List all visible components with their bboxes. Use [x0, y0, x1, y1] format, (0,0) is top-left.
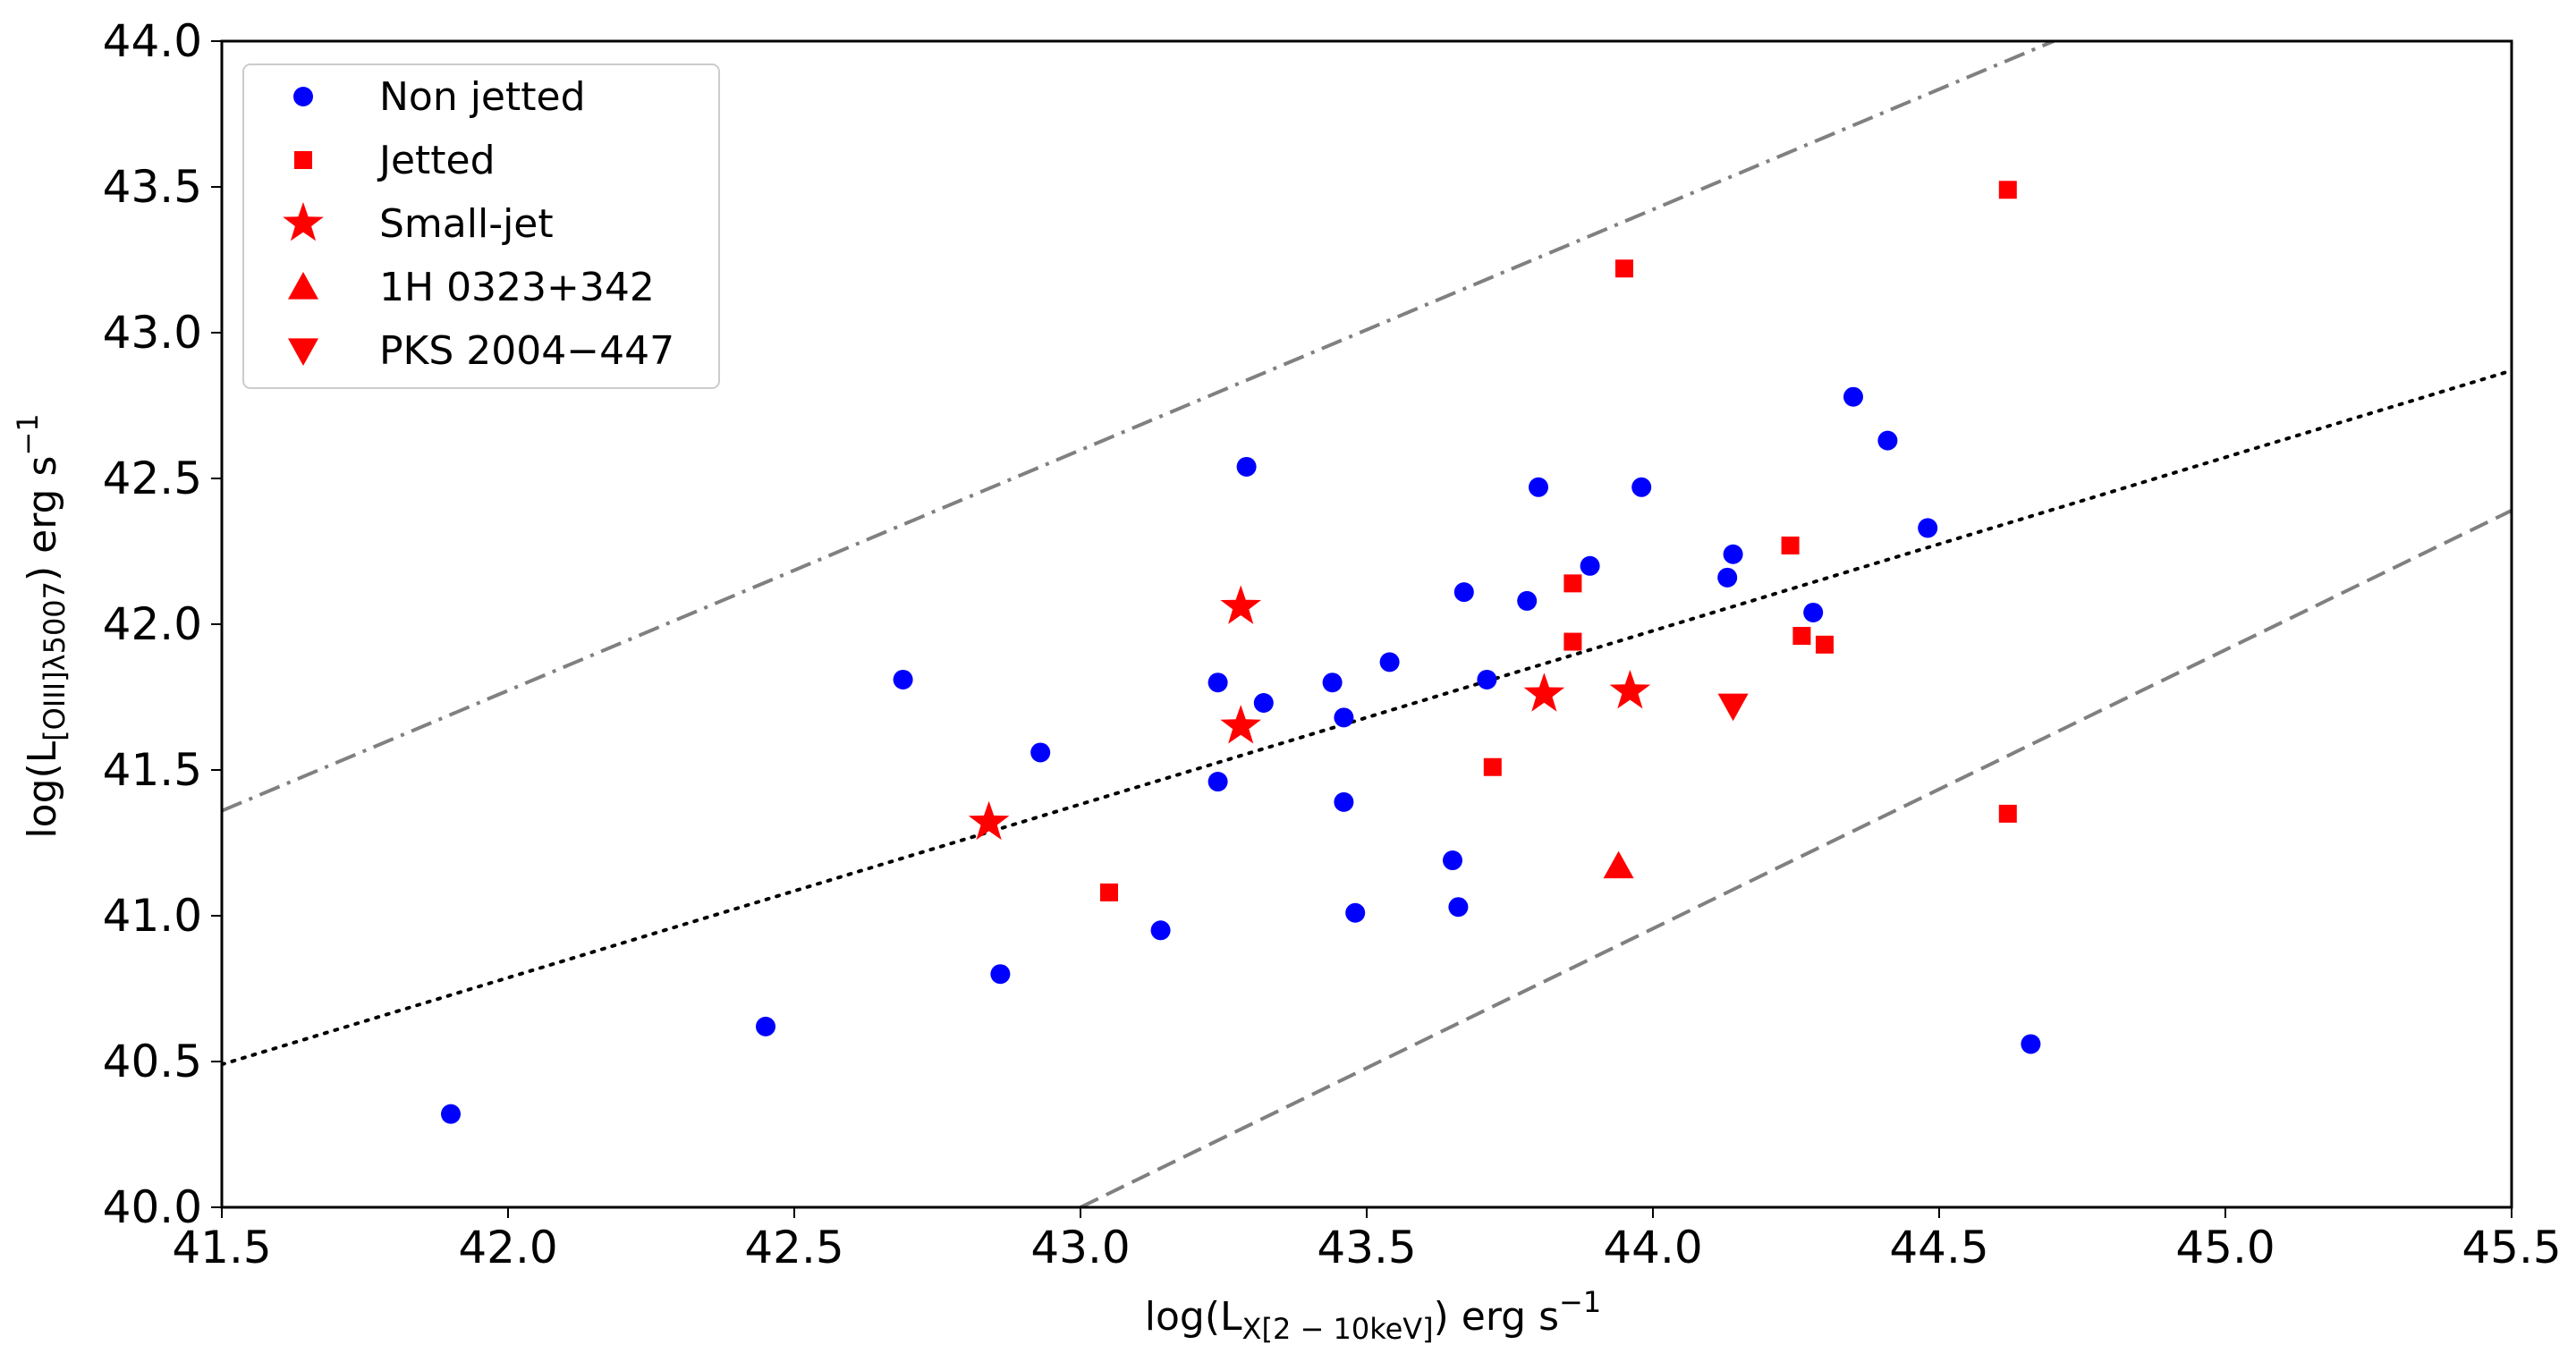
x-axis-label-sub: X[2 − 10keV]: [1242, 1312, 1434, 1346]
circle-data-point: [1717, 567, 1738, 588]
circle-data-point: [1150, 920, 1171, 941]
circle-data-point: [1345, 902, 1366, 923]
triangle-up-data-point: [1603, 850, 1634, 879]
circle-data-point: [1843, 386, 1863, 407]
circle-data-point: [756, 1016, 775, 1036]
x-tick-label: 45.5: [2462, 1222, 2561, 1273]
circle-data-point: [1517, 590, 1538, 611]
x-tick-label: 44.0: [1603, 1222, 1702, 1273]
star-data-point: [968, 800, 1010, 841]
x-tick-label: 41.5: [172, 1222, 271, 1273]
circle-data-point: [1030, 742, 1051, 763]
square-data-point: [1483, 757, 1502, 776]
x-tick-label: 42.5: [744, 1222, 843, 1273]
y-axis-label: log(L[OIII]λ5007) erg s−1: [11, 413, 72, 838]
x-axis: 41.5 42.0 42.5 43.0 43.5 44.0 44.5 45.0 45.5: [172, 1207, 2562, 1273]
circle-data-point: [1631, 477, 1652, 497]
square-data-point: [1816, 635, 1834, 654]
x-axis-label-pre: log(L: [1145, 1294, 1242, 1340]
circle-data-point: [893, 669, 913, 689]
dashed-reference-line: [1080, 509, 2512, 1207]
circle-data-point: [1236, 456, 1257, 477]
legend-marker-triangle-up: [288, 272, 318, 300]
legend-label: Non jetted: [379, 74, 586, 120]
y-tick-label: 44.0: [103, 15, 202, 67]
star-data-point: [1609, 670, 1651, 709]
legend-marker-square: [294, 151, 312, 169]
legend-label: 1H 0323+342: [379, 265, 655, 310]
triangle-down-data-point: [1717, 693, 1749, 722]
x-tick-label: 45.0: [2175, 1222, 2275, 1273]
legend: Non jetted Jetted Small-jet 1H 0323+342 PKS …: [242, 63, 720, 389]
y-tick-label: 42.0: [103, 598, 202, 650]
x-tick-label: 43.0: [1030, 1222, 1130, 1273]
data-points: [441, 181, 2041, 1124]
circle-data-point: [1453, 582, 1474, 603]
x-axis-label: log(LX[2 − 10keV]) erg s−1: [1145, 1285, 1601, 1346]
y-tick-label: 41.5: [103, 744, 202, 796]
circle-data-point: [1334, 791, 1354, 812]
circle-data-point: [1877, 430, 1898, 451]
star-data-point: [1523, 673, 1565, 712]
circle-data-point: [1208, 673, 1228, 693]
circle-data-point: [1322, 673, 1343, 693]
legend-marker-star: [283, 202, 324, 241]
circle-data-point: [1723, 544, 1743, 564]
x-tick-label: 42.0: [458, 1222, 557, 1273]
circle-data-point: [1477, 669, 1497, 689]
y-tick-label: 43.0: [103, 307, 202, 359]
circle-data-point: [1334, 707, 1354, 728]
legend-label: Jetted: [377, 138, 496, 183]
x-tick-label: 44.5: [1889, 1222, 1988, 1273]
circle-data-point: [1253, 693, 1274, 714]
circle-data-point: [1529, 477, 1548, 497]
y-tick-label: 40.0: [103, 1181, 202, 1233]
square-data-point: [1563, 574, 1582, 593]
circle-data-point: [2021, 1034, 2041, 1054]
y-tick-label: 40.5: [103, 1036, 202, 1087]
star-data-point: [1220, 705, 1261, 744]
circle-data-point: [1379, 652, 1400, 673]
legend-marker-circle: [293, 87, 313, 106]
legend-box: [242, 63, 720, 389]
square-data-point: [1998, 181, 2017, 199]
legend-label: Small-jet: [379, 201, 554, 247]
square-data-point: [1781, 536, 1800, 554]
circle-data-point: [990, 964, 1011, 985]
square-data-point: [1998, 804, 2017, 823]
x-axis-label-sup: −1: [1559, 1285, 1601, 1319]
square-data-point: [1792, 627, 1811, 646]
circle-data-point: [1580, 555, 1600, 576]
dashdot-reference-line: [222, 41, 2055, 813]
y-axis-label-pre: log(L: [20, 740, 65, 838]
circle-data-point: [1208, 772, 1228, 792]
circle-data-point: [441, 1104, 461, 1124]
square-data-point: [1100, 883, 1118, 901]
y-tick-label: 41.0: [103, 890, 202, 942]
square-data-point: [1563, 632, 1582, 651]
y-axis-label-post: ) erg s: [20, 456, 65, 581]
legend-marker-triangle-down: [288, 338, 318, 366]
y-axis-label-sub: [OIII]λ5007: [38, 581, 72, 741]
circle-data-point: [1918, 518, 1938, 538]
legend-label: PKS 2004−447: [379, 328, 674, 374]
circle-data-point: [1443, 850, 1462, 871]
dotted-reference-line: [222, 368, 2512, 1067]
star-data-point: [1220, 585, 1261, 624]
y-tick-label: 43.5: [103, 161, 202, 213]
circle-data-point: [1803, 602, 1824, 622]
y-tick-label: 42.5: [103, 453, 202, 504]
x-tick-label: 43.5: [1317, 1222, 1416, 1273]
y-axis: 40.0 40.5 41.0 41.5 42.0 42.5 43.0 43.5 44.0: [103, 15, 222, 1233]
square-data-point: [1615, 259, 1633, 278]
circle-data-point: [1448, 897, 1469, 918]
y-axis-label-sup: −1: [11, 413, 45, 455]
reference-lines: [222, 41, 2512, 1207]
x-axis-label-post: ) erg s: [1434, 1294, 1559, 1340]
